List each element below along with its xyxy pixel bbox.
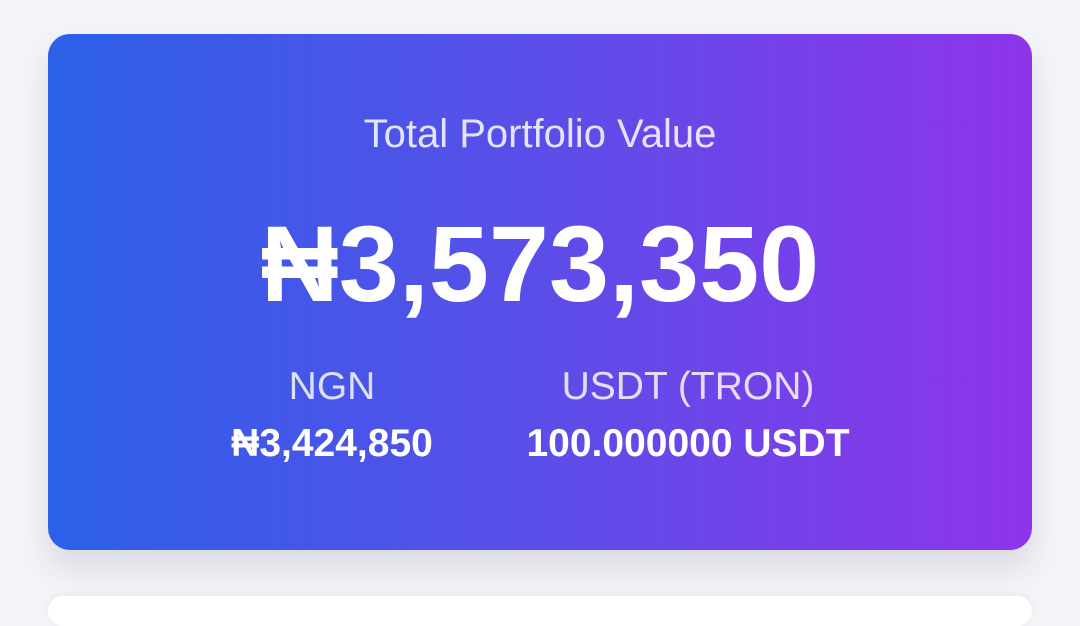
next-card-edge	[48, 596, 1032, 626]
portfolio-title: Total Portfolio Value	[363, 112, 717, 156]
usdt-balance-label: USDT (TRON)	[561, 365, 815, 408]
total-portfolio-amount: ₦3,573,350	[260, 203, 820, 324]
usdt-balance: USDT (TRON) 100.000000 USDT	[503, 364, 873, 466]
ngn-balance-amount: ₦3,424,850	[231, 422, 433, 465]
ngn-balance: NGN ₦3,424,850	[212, 364, 452, 466]
portfolio-value-card: Total Portfolio Value ₦3,573,350 NGN ₦3,…	[48, 34, 1032, 550]
ngn-balance-label: NGN	[288, 365, 376, 408]
usdt-balance-amount: 100.000000 USDT	[526, 422, 850, 465]
